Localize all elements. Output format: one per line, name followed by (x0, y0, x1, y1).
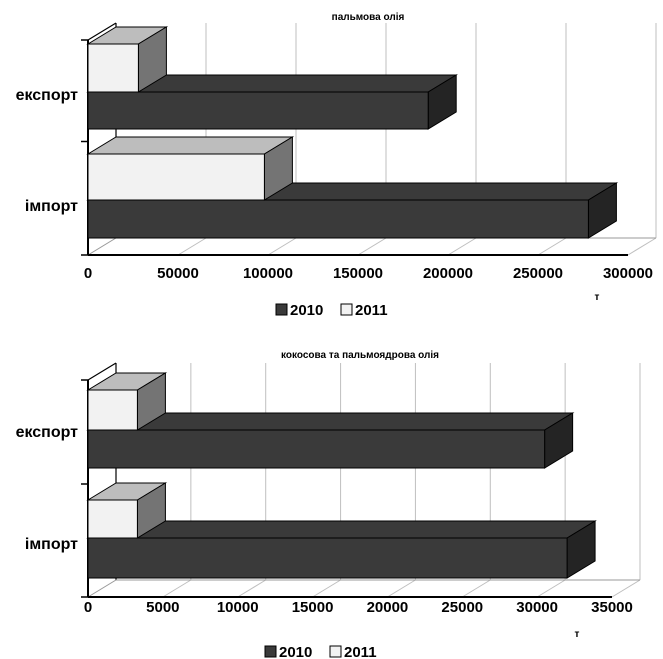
floor-gridline (462, 579, 491, 598)
floor-gridline (312, 579, 341, 598)
chart-1: експорт імпорт 0 50000 100000 150000 200000 250… (16, 12, 657, 319)
category-label: імпорт (25, 536, 78, 553)
legend-swatch (275, 303, 288, 316)
x-tick-label: 25000 (441, 599, 483, 616)
x-tick-label: 15000 (292, 599, 334, 616)
legend-label: 2011 (344, 644, 377, 659)
bar-імпорт-2010 (86, 520, 597, 579)
depth-floor (87, 579, 640, 598)
category-label: експорт (16, 87, 79, 104)
x-tick-label: 20000 (367, 599, 409, 616)
bar-експорт-2011 (86, 26, 169, 93)
legend-label: 2010 (279, 644, 312, 659)
legend-item: 2010 (275, 302, 323, 319)
floor-gridline (162, 579, 192, 598)
category-label: імпорт (25, 198, 78, 215)
floor-gridline (177, 237, 207, 256)
floor-gridline (536, 579, 566, 598)
x-tick-label: 0 (84, 265, 92, 282)
legend-item: 2011 (340, 302, 388, 319)
x-tick-label: 100000 (243, 265, 293, 282)
legend-item: 2010 (264, 644, 312, 659)
category-label: експорт (16, 424, 79, 441)
floor-gridline (537, 237, 567, 256)
legend-label: 2011 (355, 302, 388, 319)
floor-gridline (627, 237, 657, 256)
floor-gridline (237, 579, 266, 598)
x-tick-label: 10000 (217, 599, 259, 616)
bar-експорт-2011 (86, 372, 168, 431)
x-tick-label: 250000 (513, 265, 563, 282)
floor-gridline (387, 579, 416, 598)
floor-gridline (267, 237, 297, 256)
x-tick-label: 30000 (516, 599, 558, 616)
x-tick-label: 0 (84, 599, 92, 616)
bar-експорт-2010 (86, 74, 458, 130)
chart-2: експорт імпорт 0 5000 10000 15000 20000 25000 30… (16, 350, 641, 659)
bar-імпорт-2011 (86, 482, 168, 539)
floor-gridline (357, 237, 387, 256)
x-tick-label: 35000 (591, 599, 633, 616)
chart-title: кокосова та пальмоядрова олія (281, 350, 439, 361)
unit-label: т (575, 629, 580, 640)
bar-експорт-2010 (86, 412, 575, 469)
legend-swatch (329, 645, 342, 658)
x-tick-label: 150000 (333, 265, 383, 282)
legend-swatch (264, 645, 277, 658)
x-tick-label: 300000 (603, 265, 653, 282)
unit-label: т (595, 292, 600, 303)
floor-gridline (447, 237, 477, 256)
legend-item: 2011 (329, 644, 377, 659)
legend-swatch (340, 303, 353, 316)
x-tick-label: 50000 (157, 265, 199, 282)
floor-gridline (611, 579, 641, 598)
bar-імпорт-2011 (86, 136, 295, 201)
legend-label: 2010 (290, 302, 323, 319)
x-tick-label: 200000 (423, 265, 473, 282)
chart-title: пальмова олія (332, 12, 405, 23)
x-tick-label: 5000 (146, 599, 179, 616)
